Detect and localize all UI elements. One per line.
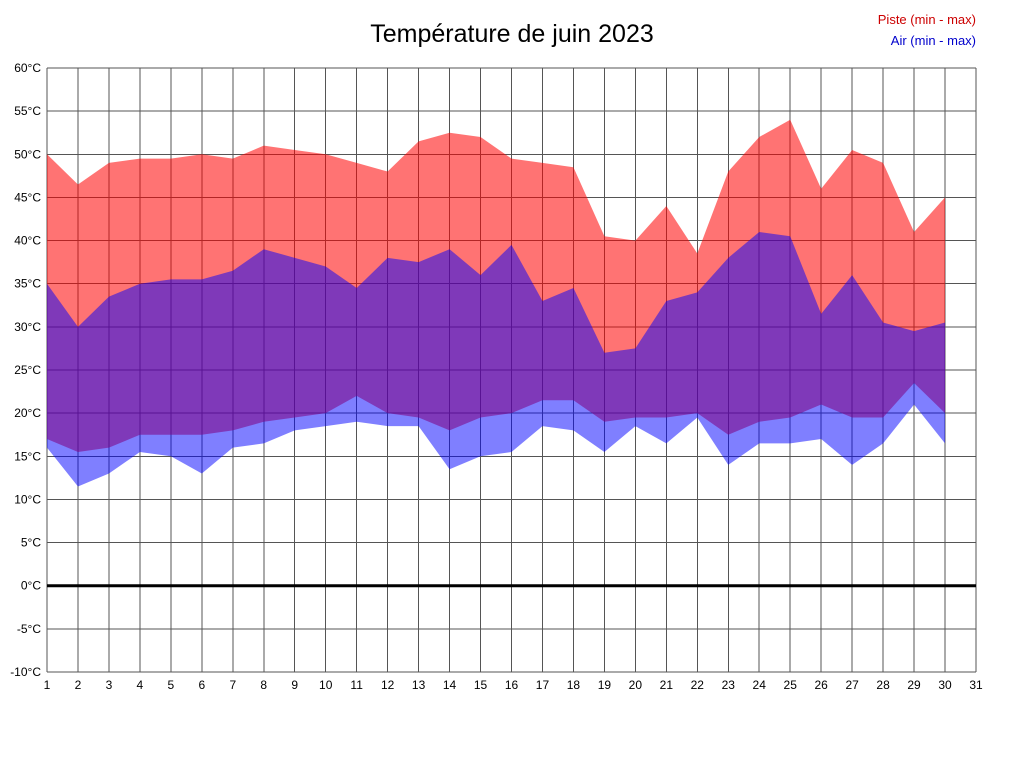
y-tick-label: -5°C <box>17 622 41 636</box>
x-tick-label: 26 <box>814 678 828 692</box>
x-tick-label: 13 <box>412 678 426 692</box>
x-tick-label: 8 <box>260 678 267 692</box>
y-tick-label: 30°C <box>14 320 41 334</box>
x-tick-label: 16 <box>505 678 519 692</box>
y-tick-label: 40°C <box>14 234 41 248</box>
y-tick-label: 5°C <box>21 536 41 550</box>
x-tick-label: 19 <box>598 678 612 692</box>
x-tick-label: 10 <box>319 678 333 692</box>
y-tick-label: 10°C <box>14 492 41 506</box>
x-tick-label: 3 <box>106 678 113 692</box>
x-tick-label: 7 <box>229 678 236 692</box>
x-tick-label: 31 <box>969 678 983 692</box>
legend-air-label: Air (min - max) <box>890 33 976 48</box>
air-band <box>47 231 946 487</box>
x-tick-label: 25 <box>784 678 798 692</box>
legend-piste-label: Piste (min - max) <box>877 12 976 27</box>
x-tick-label: 28 <box>876 678 890 692</box>
x-tick-label: 4 <box>137 678 144 692</box>
x-tick-label: 27 <box>845 678 859 692</box>
x-tick-label: 22 <box>691 678 705 692</box>
chart-legend: Piste (min - max) Air (min - max) <box>878 9 976 51</box>
y-axis-labels: 60°C 55°C 50°C 45°C 40°C 35°C 30°C 25°C 20°C 15°C… <box>10 61 41 679</box>
x-tick-label: 2 <box>75 678 82 692</box>
x-tick-label: 21 <box>660 678 674 692</box>
chart-title: Température de juin 2023 <box>370 20 654 48</box>
x-tick-label: 30 <box>938 678 952 692</box>
y-tick-label: 55°C <box>14 104 41 118</box>
y-tick-label: 45°C <box>14 190 41 204</box>
y-tick-label: -10°C <box>10 665 41 679</box>
x-tick-label: 18 <box>567 678 581 692</box>
x-tick-label: 15 <box>474 678 488 692</box>
x-tick-label: 20 <box>629 678 643 692</box>
x-tick-label: 1 <box>44 678 51 692</box>
x-axis-labels: 1 2 3 4 5 6 7 8 9 10 11 12 13 14 15 16 17 18 19 20 21 22 23 24 2… <box>44 678 983 692</box>
x-tick-label: 14 <box>443 678 457 692</box>
x-tick-label: 5 <box>168 678 175 692</box>
x-tick-label: 23 <box>722 678 736 692</box>
y-tick-label: 25°C <box>14 363 41 377</box>
x-tick-label: 9 <box>291 678 298 692</box>
y-tick-label: 60°C <box>14 61 41 75</box>
y-tick-label: 50°C <box>14 147 41 161</box>
x-tick-label: 17 <box>536 678 550 692</box>
y-tick-label: 20°C <box>14 406 41 420</box>
x-tick-label: 29 <box>907 678 921 692</box>
x-tick-label: 24 <box>753 678 767 692</box>
y-tick-label: 35°C <box>14 277 41 291</box>
y-tick-label: 0°C <box>21 579 41 593</box>
y-tick-label: 15°C <box>14 449 41 463</box>
x-tick-label: 12 <box>381 678 395 692</box>
x-tick-label: 11 <box>350 678 363 692</box>
x-tick-label: 6 <box>198 678 205 692</box>
